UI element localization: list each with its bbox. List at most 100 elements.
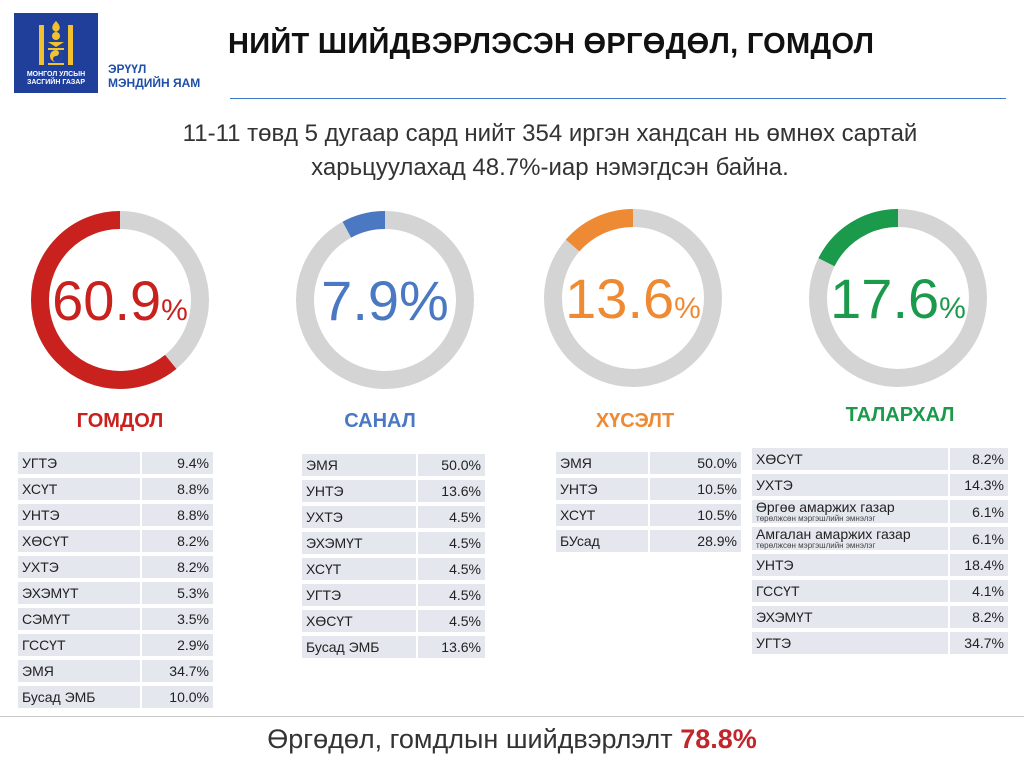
row-value: 4.5% bbox=[418, 584, 485, 606]
table-row: УНТЭ 13.6% bbox=[302, 480, 485, 502]
table-row: ХӨСҮТ 8.2% bbox=[752, 448, 1008, 470]
row-label-text: Өргөө амаржих газар bbox=[756, 499, 895, 515]
row-value: 8.8% bbox=[142, 504, 213, 526]
donut-arc-talarkhal bbox=[809, 209, 987, 387]
ministry-line-1: ЭРҮҮЛ bbox=[108, 62, 147, 76]
row-label-text: ГССҮТ bbox=[756, 583, 800, 599]
row-value: 34.7% bbox=[950, 632, 1008, 654]
donut-value-sanal: 7.9% bbox=[321, 269, 449, 332]
table-row: Амгалан амаржих газар төрөлжсөн мэргэшлий… bbox=[752, 527, 1008, 550]
donut-sanal: 7.9% bbox=[287, 202, 483, 398]
table-row: УХТЭ 8.2% bbox=[18, 556, 213, 578]
table-row: УГТЭ 9.4% bbox=[18, 452, 213, 474]
row-value: 8.8% bbox=[142, 478, 213, 500]
table-row: УХТЭ 14.3% bbox=[752, 474, 1008, 496]
donut-gomdol: 60.9% bbox=[22, 202, 218, 398]
row-label: Бусад ЭМБ bbox=[302, 636, 419, 658]
breakdown-table-khuselt: ЭМЯ 50.0% УНТЭ 10.5% ХСҮТ 10.5% БУсад 28.9% bbox=[556, 448, 741, 556]
footer-divider bbox=[0, 716, 1024, 717]
table-row: Өргөө амаржих газар төрөлжсөн мэргэшлийн … bbox=[752, 500, 1008, 523]
table-row: СЭМҮТ 3.5% bbox=[18, 608, 213, 630]
row-value: 5.3% bbox=[142, 582, 213, 604]
table-row: УНТЭ 8.8% bbox=[18, 504, 213, 526]
category-label-talarkhal: ТАЛАРХАЛ bbox=[845, 404, 955, 426]
resolution-rate-value: 78.8% bbox=[680, 724, 757, 754]
row-value: 34.7% bbox=[142, 660, 213, 682]
table-row: УХТЭ 4.5% bbox=[302, 506, 485, 528]
donut-khuselt: 13.6% bbox=[535, 200, 731, 396]
row-value: 4.5% bbox=[418, 610, 485, 632]
row-label-text: ЭХЭМҮТ bbox=[756, 609, 813, 625]
table-row: ЭХЭМҮТ 4.5% bbox=[302, 532, 485, 554]
table-row: ГССҮТ 2.9% bbox=[18, 634, 213, 656]
row-value: 50.0% bbox=[418, 454, 485, 476]
row-sublabel: төрөлжсөн мэргэшлийн эмнэлэг bbox=[756, 541, 876, 550]
table-row: ЭХЭМҮТ 8.2% bbox=[752, 606, 1008, 628]
row-label: ХСҮТ bbox=[302, 558, 419, 580]
header-divider bbox=[230, 98, 1006, 99]
table-row: УГТЭ 34.7% bbox=[752, 632, 1008, 654]
row-value: 13.6% bbox=[418, 480, 485, 502]
row-value: 8.2% bbox=[142, 556, 213, 578]
summary-line-1: 11-11 төвд 5 дугаар сард нийт 354 иргэн … bbox=[182, 120, 918, 147]
row-value: 3.5% bbox=[142, 608, 213, 630]
row-label-text: ХӨСҮТ bbox=[756, 451, 803, 467]
row-sublabel: төрөлжсөн мэргэшлийн эмнэлэг bbox=[756, 514, 876, 523]
table-row: ЭМЯ 50.0% bbox=[302, 454, 485, 476]
table-row: ЭМЯ 50.0% bbox=[556, 452, 741, 474]
soyombo-emblem-icon bbox=[39, 21, 73, 65]
resolution-rate-label: Өргөдөл, гомдлын шийдвэрлэлт bbox=[267, 724, 673, 754]
row-label: БУсад bbox=[556, 530, 651, 552]
row-value: 8.2% bbox=[950, 606, 1008, 628]
row-value: 4.5% bbox=[418, 558, 485, 580]
row-value: 4.1% bbox=[950, 580, 1008, 602]
breakdown-table-gomdol: УГТЭ 9.4% ХСҮТ 8.8% УНТЭ 8.8% ХӨСҮТ 8.2% УХТЭ 8.2… bbox=[18, 448, 213, 712]
government-logo: МОНГОЛ УЛСЫН ЗАСГИЙН ГАЗАР bbox=[14, 13, 98, 93]
donut-svg-khuselt: 13.6% bbox=[544, 209, 722, 387]
summary-line-2: харьцуулахад 48.7%-иар нэмэгдсэн байна. bbox=[311, 154, 789, 181]
donut-arc-khuselt bbox=[544, 209, 722, 387]
row-label-text: Амгалан амаржих газар bbox=[756, 526, 911, 542]
table-row: БУсад 28.9% bbox=[556, 530, 741, 552]
row-label: ЭХЭМҮТ bbox=[302, 532, 419, 554]
donut-svg-sanal: 7.9% bbox=[296, 211, 474, 389]
row-value: 8.2% bbox=[950, 448, 1008, 470]
table-row: ЭХЭМҮТ 5.3% bbox=[18, 582, 213, 604]
table-row: ХСҮТ 4.5% bbox=[302, 558, 485, 580]
row-value: 8.2% bbox=[142, 530, 213, 552]
row-label-text: ХСҮТ bbox=[560, 507, 596, 523]
row-value: 10.5% bbox=[650, 478, 741, 500]
donut-svg-talarkhal: 17.6% bbox=[809, 209, 987, 387]
row-label-text: УНТЭ bbox=[560, 481, 598, 497]
row-label: Амгалан амаржих газар төрөлжсөн мэргэшлий… bbox=[752, 526, 951, 550]
row-value: 18.4% bbox=[950, 554, 1008, 576]
row-value: 6.1% bbox=[950, 500, 1008, 523]
row-label-text: УГТЭ bbox=[756, 635, 792, 651]
row-label: ГССҮТ bbox=[752, 580, 951, 602]
row-label: УНТЭ bbox=[752, 554, 951, 576]
row-label: ХӨСҮТ bbox=[302, 610, 419, 632]
row-label-text: УГТЭ bbox=[22, 455, 58, 471]
breakdown-table-sanal: ЭМЯ 50.0% УНТЭ 13.6% УХТЭ 4.5% ЭХЭМҮТ 4.5% ХСҮТ 4… bbox=[302, 450, 485, 662]
row-value: 6.1% bbox=[950, 527, 1008, 550]
row-label-text: БУсад bbox=[560, 533, 600, 549]
row-label-text: УХТЭ bbox=[306, 509, 343, 525]
donut-svg-gomdol: 60.9% bbox=[31, 211, 209, 389]
row-label-text: ХСҮТ bbox=[306, 561, 342, 577]
row-value: 10.0% bbox=[142, 686, 213, 708]
row-value: 2.9% bbox=[142, 634, 213, 656]
row-label: УНТЭ bbox=[556, 478, 651, 500]
donut-value-talarkhal: 17.6% bbox=[830, 267, 966, 330]
row-label: ЭХЭМҮТ bbox=[18, 582, 143, 604]
category-label-sanal: САНАЛ bbox=[344, 410, 416, 432]
table-row: Бусад ЭМБ 13.6% bbox=[302, 636, 485, 658]
row-label: УГТЭ bbox=[302, 584, 419, 606]
row-label: Өргөө амаржих газар төрөлжсөн мэргэшлийн … bbox=[752, 499, 951, 523]
row-value: 10.5% bbox=[650, 504, 741, 526]
row-label: ХСҮТ bbox=[18, 478, 143, 500]
row-label: УГТЭ bbox=[18, 452, 143, 474]
row-label: ЭХЭМҮТ bbox=[752, 606, 951, 628]
row-value: 14.3% bbox=[950, 474, 1008, 496]
donut-talarkhal: 17.6% bbox=[800, 200, 996, 396]
row-label-text: Бусад ЭМБ bbox=[22, 689, 96, 705]
